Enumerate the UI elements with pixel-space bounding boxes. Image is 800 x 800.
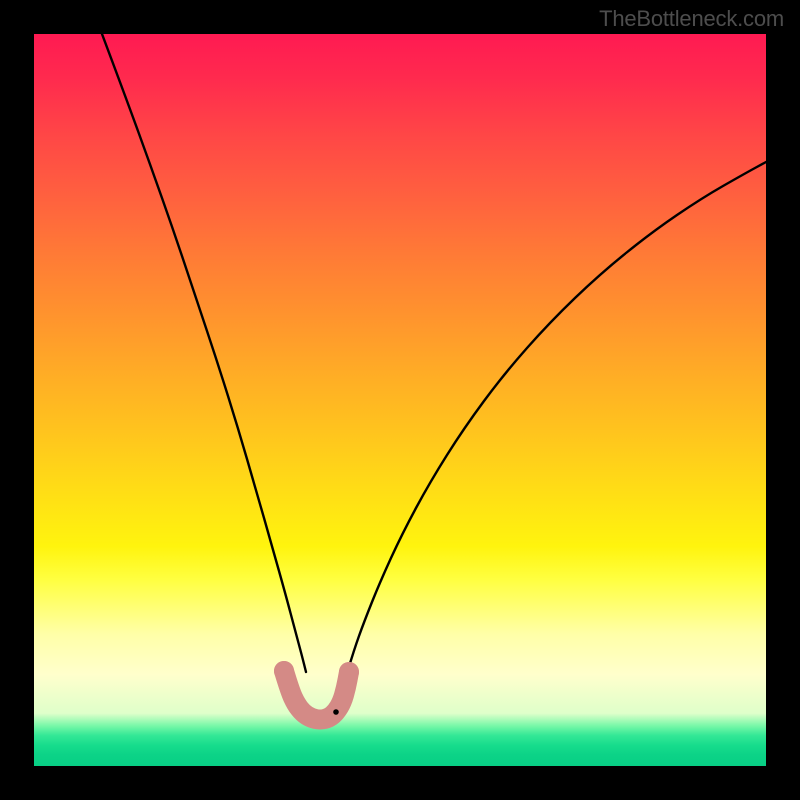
inner-dot xyxy=(333,709,339,715)
null-zone-segment xyxy=(284,671,349,720)
curve-layer xyxy=(34,34,766,766)
bottleneck-curve-left xyxy=(102,34,306,672)
plot-area xyxy=(34,34,766,766)
watermark-label: TheBottleneck.com xyxy=(599,6,784,32)
chart-canvas: TheBottleneck.com xyxy=(0,0,800,800)
bottleneck-curve-right xyxy=(348,162,766,670)
null-zone-dot-right xyxy=(339,662,359,682)
null-zone-dot-left xyxy=(274,661,294,681)
